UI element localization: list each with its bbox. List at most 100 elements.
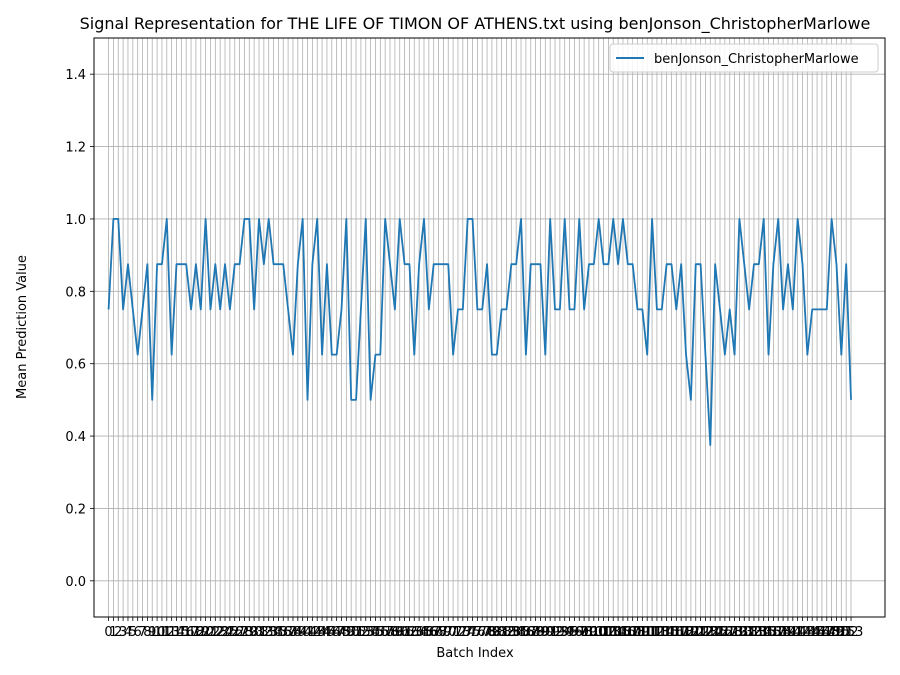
x-tick-label: 32	[256, 625, 273, 640]
x-tick-label: 106	[611, 625, 636, 640]
plot-frame	[93, 37, 886, 618]
x-tick-label: 127	[712, 625, 737, 640]
x-tick-label: 71	[445, 625, 462, 640]
x-tick-label: 128	[717, 625, 742, 640]
x-tick-label: 147	[810, 625, 835, 640]
x-tick-label: 69	[435, 625, 452, 640]
x-tick-label: 135	[751, 625, 776, 640]
x-tick-label: 130	[727, 625, 752, 640]
y-tick-label: 0.2	[65, 502, 86, 517]
x-tick-label: 75	[464, 625, 481, 640]
x-tick-label: 7	[138, 625, 146, 640]
x-tick-label: 56	[372, 625, 389, 640]
x-tick-label: 105	[606, 625, 631, 640]
x-tick-label: 93	[552, 625, 569, 640]
x-tick-label: 83	[503, 625, 520, 640]
x-tick-label: 131	[732, 625, 757, 640]
x-tick-label: 113	[645, 625, 670, 640]
x-tick-label: 59	[387, 625, 404, 640]
x-axis-label: Batch Index	[436, 646, 514, 661]
x-tick-label: 38	[285, 625, 302, 640]
x-tick-label: 137	[761, 625, 786, 640]
y-axis-label: Mean Prediction Value	[15, 255, 30, 399]
y-tick-label: 0.0	[65, 575, 86, 590]
x-tick-label: 30	[246, 625, 263, 640]
x-tick-label: 39	[290, 625, 307, 640]
x-tick-label: 20	[197, 625, 214, 640]
x-tick-label: 120	[678, 625, 703, 640]
y-tick-label: 1.4	[65, 68, 86, 83]
x-tick-label: 117	[664, 625, 689, 640]
x-tick-label: 143	[790, 625, 815, 640]
x-tick-label: 100	[581, 625, 606, 640]
x-tick-label: 112	[640, 625, 665, 640]
x-tick-label: 48	[333, 625, 350, 640]
x-tick-label: 50	[343, 625, 360, 640]
x-tick-label: 13	[163, 625, 180, 640]
x-tick-label: 21	[202, 625, 219, 640]
x-tick-label: 85	[513, 625, 530, 640]
x-tick-label: 124	[698, 625, 723, 640]
y-tick-label: 1.0	[65, 213, 86, 228]
legend-box	[609, 43, 879, 73]
x-tick-label: 52	[353, 625, 370, 640]
x-tick-label: 68	[430, 625, 447, 640]
x-tick-label: 46	[324, 625, 341, 640]
horizontal-gridlines	[94, 73, 885, 582]
vertical-gridlines	[108, 38, 852, 617]
x-tick-label: 126	[708, 625, 733, 640]
x-tick-label: 23	[212, 625, 229, 640]
x-tick-label: 139	[771, 625, 796, 640]
x-tick-label: 111	[635, 625, 660, 640]
x-tick-label: 108	[620, 625, 645, 640]
x-tick-label: 77	[474, 625, 491, 640]
x-tick-label: 73	[455, 625, 472, 640]
x-tick-label: 11	[154, 625, 171, 640]
x-tick-label: 65	[416, 625, 433, 640]
x-tick-label: 2	[114, 625, 122, 640]
x-tick-label: 47	[328, 625, 345, 640]
x-tick-label: 86	[518, 625, 535, 640]
x-tick-label: 141	[780, 625, 805, 640]
x-tick-label: 125	[703, 625, 728, 640]
x-tick-label: 35	[270, 625, 287, 640]
x-tick-label: 97	[571, 625, 588, 640]
x-tick-label: 27	[231, 625, 248, 640]
x-tick-label: 138	[766, 625, 791, 640]
y-axis-ticks: 0.0 0.2 0.4 0.6 0.8 1.0 1.2 1.4	[65, 68, 94, 590]
x-tick-label: 84	[508, 625, 525, 640]
series-line	[107, 218, 852, 447]
chart-title: Signal Representation for THE LIFE OF TI…	[80, 14, 871, 34]
x-tick-label: 66	[421, 625, 438, 640]
x-tick-label: 60	[391, 625, 408, 640]
x-tick-label: 89	[532, 625, 549, 640]
x-tick-label: 116	[659, 625, 684, 640]
x-tick-label: 121	[683, 625, 708, 640]
x-tick-label: 79	[484, 625, 501, 640]
x-tick-label: 8	[143, 625, 151, 640]
x-tick-label: 150	[824, 625, 849, 640]
x-tick-label: 31	[251, 625, 268, 640]
x-tick-label: 140	[776, 625, 801, 640]
y-tick-label: 1.2	[65, 141, 86, 156]
x-tick-label: 129	[722, 625, 747, 640]
x-tick-label: 95	[561, 625, 578, 640]
x-tick-label: 63	[406, 625, 423, 640]
x-tick-label: 151	[829, 625, 854, 640]
x-tick-label: 40	[294, 625, 311, 640]
x-tick-label: 98	[576, 625, 593, 640]
x-tick-label: 10	[149, 625, 166, 640]
x-tick-label: 145	[800, 625, 825, 640]
x-tick-label: 136	[756, 625, 781, 640]
x-tick-label: 5	[129, 625, 137, 640]
x-tick-label: 41	[299, 625, 316, 640]
x-tick-label: 16	[178, 625, 195, 640]
x-tick-label: 22	[207, 625, 224, 640]
x-tick-label: 53	[357, 625, 374, 640]
x-tick-label: 133	[742, 625, 767, 640]
x-tick-label: 17	[183, 625, 200, 640]
x-tick-label: 96	[566, 625, 583, 640]
x-tick-label: 78	[479, 625, 496, 640]
x-tick-label: 149	[819, 625, 844, 640]
